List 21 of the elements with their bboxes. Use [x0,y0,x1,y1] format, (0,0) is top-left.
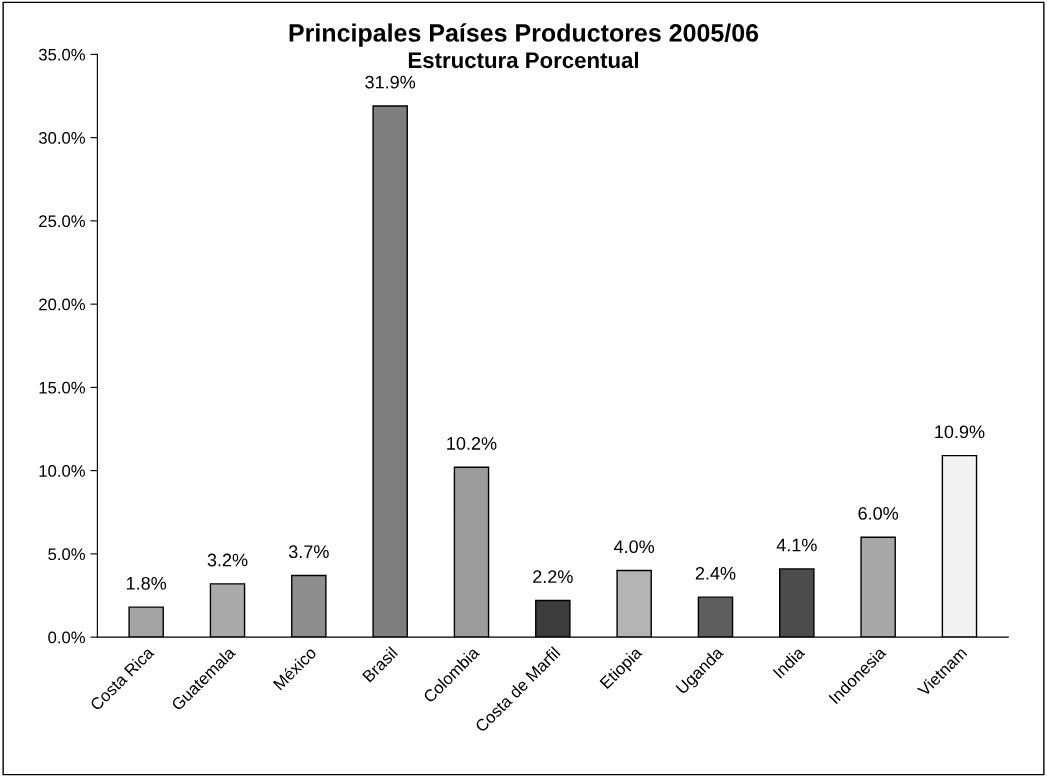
y-tick-label: 15.0% [39,381,85,394]
y-tick-label: 30.0% [38,132,85,144]
y-tick-label: 10.0% [39,465,85,477]
data-label: 4.1% [776,538,817,552]
data-label: 1.8% [126,576,167,590]
y-tick-label: 0.0% [48,631,85,644]
y-tick-label: 35.0% [38,48,85,61]
y-tick-label: 20.0% [39,298,85,311]
data-label: 31.9% [365,75,416,89]
chart-subtitle: Estructura Porcentual [408,51,639,69]
chart-title: Principales Países Productores 2005/06 [289,23,759,47]
data-label: 4.0% [613,540,655,554]
data-label: 10.9% [935,425,985,439]
data-label: 2.4% [695,566,736,580]
data-label: 10.2% [447,437,497,450]
data-label: 6.0% [858,507,899,520]
data-label: 3.7% [288,545,329,559]
data-label: 3.2% [207,553,248,567]
data-label: 2.2% [533,570,573,583]
y-tick-label: 5.0% [48,548,85,561]
y-tick-label: 25.0% [39,215,85,228]
